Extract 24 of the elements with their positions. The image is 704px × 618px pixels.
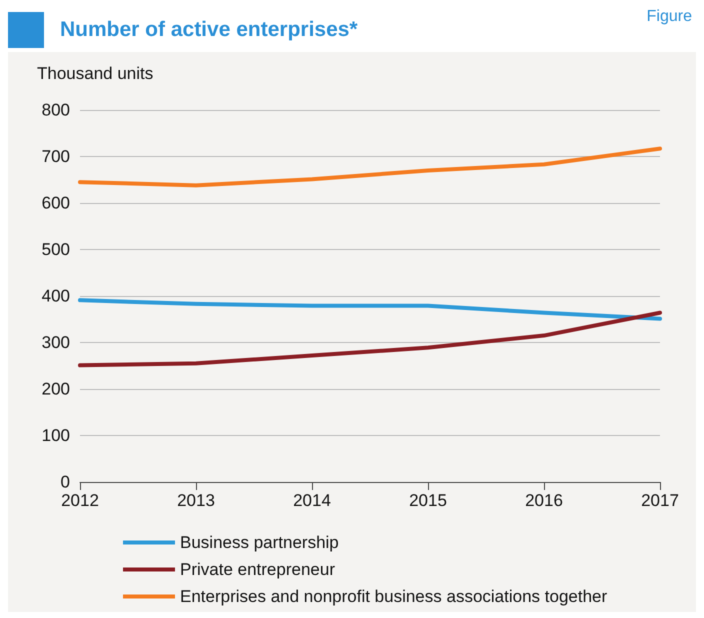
x-tick-label: 2012 <box>61 491 99 510</box>
y-tick-label: 500 <box>42 240 70 259</box>
x-tick-label: 2013 <box>177 491 215 510</box>
x-tick-label: 2017 <box>641 491 679 510</box>
line-series <box>78 298 662 321</box>
line-series <box>78 146 662 188</box>
y-tick-label: 400 <box>42 286 70 306</box>
legend-label: Business partnership <box>180 533 339 552</box>
legend-label: Private entrepreneur <box>180 560 336 579</box>
y-tick-label: 800 <box>42 100 70 120</box>
x-tick-label: 2015 <box>409 491 447 510</box>
chart-title: Number of active enterprises* <box>60 18 358 42</box>
x-tick-label: 2016 <box>525 491 563 510</box>
y-axis-title: Thousand units <box>37 64 154 83</box>
y-tick-label: 600 <box>42 194 70 212</box>
text: Figure <box>646 8 692 26</box>
legend-label: Enterprises and nonprofit business associations together <box>180 587 608 606</box>
y-tick-label: 100 <box>42 426 70 445</box>
y-tick-label: 700 <box>42 147 70 166</box>
y-tick-label: 0 <box>60 472 70 492</box>
x-tick-label: 2014 <box>293 491 331 510</box>
y-tick-label: 300 <box>42 333 70 352</box>
line-series <box>78 310 662 368</box>
y-tick-label: 200 <box>42 380 70 398</box>
